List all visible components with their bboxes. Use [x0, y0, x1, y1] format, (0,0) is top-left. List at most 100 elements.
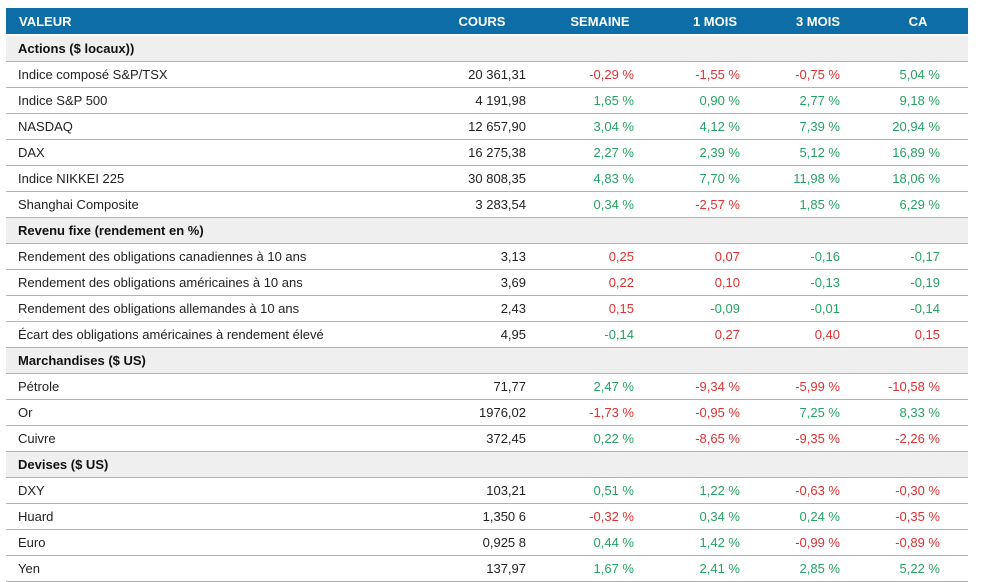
column-header-semaine: SEMAINE: [538, 8, 662, 36]
pct-value: -2,26 %: [868, 425, 968, 452]
table-row: DAX 16 275,38 2,27 % 2,39 % 5,12 % 16,89 %: [6, 139, 968, 166]
cours-value: 2,43: [426, 295, 538, 322]
pct-value: -0,89 %: [868, 529, 968, 556]
pct-value: -0,09: [662, 295, 768, 322]
pct-value: 2,85 %: [768, 555, 868, 582]
cours-value: 20 361,31: [426, 61, 538, 88]
pct-value: 16,89 %: [868, 139, 968, 166]
table-row: Rendement des obligations américaines à …: [6, 269, 968, 296]
cours-value: 372,45: [426, 425, 538, 452]
row-label: Shanghai Composite: [6, 191, 426, 218]
pct-value: 4,83 %: [538, 165, 662, 192]
column-header-valeur: VALEUR: [6, 8, 426, 36]
row-label: Écart des obligations américaines à rend…: [6, 321, 426, 348]
section-label: Revenu fixe (rendement en %): [6, 217, 968, 244]
table-row: Rendement des obligations canadiennes à …: [6, 243, 968, 270]
cours-value: 137,97: [426, 555, 538, 582]
row-label: Euro: [6, 529, 426, 556]
pct-value: 1,22 %: [662, 477, 768, 504]
cours-value: 3,13: [426, 243, 538, 270]
pct-value: 2,41 %: [662, 555, 768, 582]
column-header-3-mois: 3 MOIS: [768, 8, 868, 36]
pct-value: 5,04 %: [868, 61, 968, 88]
row-label: Rendement des obligations américaines à …: [6, 269, 426, 296]
pct-value: 0,10: [662, 269, 768, 296]
row-label: Yen: [6, 555, 426, 582]
pct-value: -10,58 %: [868, 373, 968, 400]
pct-value: 1,67 %: [538, 555, 662, 582]
pct-value: -0,32 %: [538, 503, 662, 530]
cours-value: 3 283,54: [426, 191, 538, 218]
pct-value: -0,99 %: [768, 529, 868, 556]
pct-value: 0,25: [538, 243, 662, 270]
row-label: Cuivre: [6, 425, 426, 452]
table-row: Shanghai Composite 3 283,54 0,34 % -2,57 % 1…: [6, 191, 968, 218]
section-row: Marchandises ($ US): [6, 347, 968, 374]
cours-value: 30 808,35: [426, 165, 538, 192]
pct-value: -9,34 %: [662, 373, 768, 400]
cours-value: 1976,02: [426, 399, 538, 426]
column-header-1-mois: 1 MOIS: [662, 8, 768, 36]
pct-value: 0,51 %: [538, 477, 662, 504]
pct-value: -0,13: [768, 269, 868, 296]
table-row: Pétrole 71,77 2,47 % -9,34 % -5,99 % -10,58 %: [6, 373, 968, 400]
pct-value: 2,27 %: [538, 139, 662, 166]
column-header-cours: COURS: [426, 8, 538, 36]
table-row: Indice composé S&P/TSX 20 361,31 -0,29 % -1…: [6, 61, 968, 88]
pct-value: 20,94 %: [868, 113, 968, 140]
row-label: Rendement des obligations canadiennes à …: [6, 243, 426, 270]
row-label: Rendement des obligations allemandes à 1…: [6, 295, 426, 322]
row-label: Pétrole: [6, 373, 426, 400]
section-label: Marchandises ($ US): [6, 347, 968, 374]
section-row: Actions ($ locaux)): [6, 35, 968, 62]
pct-value: 0,34 %: [538, 191, 662, 218]
cours-value: 3,69: [426, 269, 538, 296]
cours-value: 12 657,90: [426, 113, 538, 140]
header-row: VALEUR COURS SEMAINE 1 MOIS 3 MOIS CA: [6, 8, 968, 36]
cours-value: 4 191,98: [426, 87, 538, 114]
pct-value: -0,16: [768, 243, 868, 270]
pct-value: -0,30 %: [868, 477, 968, 504]
section-row: Devises ($ US): [6, 451, 968, 478]
table-row: Cuivre 372,45 0,22 % -8,65 % -9,35 % -2,26 %: [6, 425, 968, 452]
table-row: Euro 0,925 8 0,44 % 1,42 % -0,99 % -0,89 %: [6, 529, 968, 556]
pct-value: 0,27: [662, 321, 768, 348]
pct-value: 1,65 %: [538, 87, 662, 114]
pct-value: -0,14: [538, 321, 662, 348]
pct-value: 0,07: [662, 243, 768, 270]
pct-value: 2,47 %: [538, 373, 662, 400]
cours-value: 71,77: [426, 373, 538, 400]
pct-value: -2,57 %: [662, 191, 768, 218]
pct-value: 5,22 %: [868, 555, 968, 582]
cours-value: 16 275,38: [426, 139, 538, 166]
pct-value: 0,44 %: [538, 529, 662, 556]
table-row: Or 1976,02 -1,73 % -0,95 % 7,25 % 8,33 %: [6, 399, 968, 426]
cours-value: 1,350 6: [426, 503, 538, 530]
market-summary-table: VALEUR COURS SEMAINE 1 MOIS 3 MOIS CA Actions…: [6, 8, 968, 582]
pct-value: -0,63 %: [768, 477, 868, 504]
pct-value: 0,22: [538, 269, 662, 296]
pct-value: -0,01: [768, 295, 868, 322]
section-label: Actions ($ locaux)): [6, 35, 968, 62]
table-row: Indice NIKKEI 225 30 808,35 4,83 % 7,70 % 11…: [6, 165, 968, 192]
table-header: VALEUR COURS SEMAINE 1 MOIS 3 MOIS CA: [6, 8, 968, 36]
row-label: Huard: [6, 503, 426, 530]
pct-value: 2,39 %: [662, 139, 768, 166]
pct-value: 7,25 %: [768, 399, 868, 426]
pct-value: -0,95 %: [662, 399, 768, 426]
section-label: Devises ($ US): [6, 451, 968, 478]
cours-value: 103,21: [426, 477, 538, 504]
pct-value: 11,98 %: [768, 165, 868, 192]
pct-value: 0,90 %: [662, 87, 768, 114]
pct-value: -5,99 %: [768, 373, 868, 400]
pct-value: -0,29 %: [538, 61, 662, 88]
pct-value: -1,55 %: [662, 61, 768, 88]
column-header-ca: CA: [868, 8, 968, 36]
pct-value: 7,70 %: [662, 165, 768, 192]
table-row: DXY 103,21 0,51 % 1,22 % -0,63 % -0,30 %: [6, 477, 968, 504]
pct-value: 6,29 %: [868, 191, 968, 218]
pct-value: 0,22 %: [538, 425, 662, 452]
pct-value: 9,18 %: [868, 87, 968, 114]
table-row: NASDAQ 12 657,90 3,04 % 4,12 % 7,39 % 20,94 %: [6, 113, 968, 140]
market-summary-panel: VALEUR COURS SEMAINE 1 MOIS 3 MOIS CA Actions…: [6, 8, 968, 582]
